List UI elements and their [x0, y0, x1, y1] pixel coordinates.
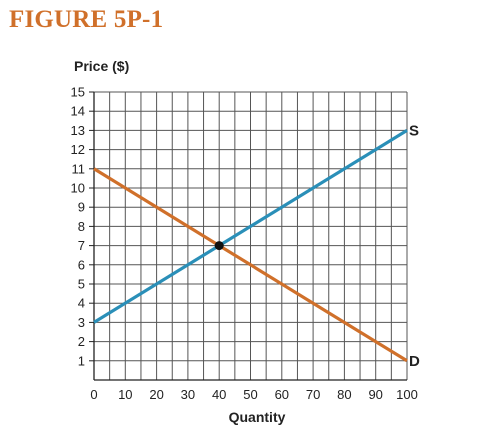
x-tick-label: 90: [368, 387, 382, 402]
series-label-d: D: [409, 353, 420, 370]
equilibrium-point: [214, 241, 224, 251]
series-line-d: [93, 167, 408, 363]
y-tick-label: 4: [78, 296, 85, 311]
x-tick-label: 60: [275, 387, 289, 402]
y-tick-label: 7: [78, 238, 85, 253]
y-tick-label: 12: [71, 142, 85, 157]
series-labels: SD: [409, 122, 420, 369]
y-tick-label: 13: [71, 123, 85, 138]
y-tick-label: 6: [78, 257, 85, 272]
y-tick-label: 1: [78, 353, 85, 368]
x-tick-label: 70: [306, 387, 320, 402]
grid: [94, 91, 408, 380]
x-tick-label: 80: [337, 387, 351, 402]
x-tick-label: 50: [243, 387, 257, 402]
annotation-points: [214, 241, 224, 251]
x-axis-title: Quantity: [229, 409, 286, 425]
y-tick-label: 3: [78, 315, 85, 330]
series-line-s: [93, 129, 408, 324]
series-lines: [93, 129, 408, 363]
x-tick-label: 20: [149, 387, 163, 402]
figure-title: FIGURE 5P-1: [9, 6, 164, 33]
x-tick-label: 100: [396, 387, 418, 402]
y-tick-label: 11: [72, 161, 86, 176]
y-tick-label: 10: [71, 181, 85, 196]
y-axis-title: Price ($): [74, 58, 129, 74]
y-tick-label: 5: [78, 277, 85, 292]
y-tick-label: 2: [78, 334, 85, 349]
x-tick-label: 10: [118, 387, 132, 402]
y-tick-label: 15: [71, 85, 85, 100]
y-tick-label: 14: [71, 104, 85, 119]
series-label-s: S: [409, 122, 419, 139]
x-tick-label: 40: [212, 387, 226, 402]
x-tick-label: 0: [90, 387, 97, 402]
y-tick-label: 8: [78, 219, 85, 234]
axes: [89, 91, 407, 381]
y-tick-label: 9: [78, 200, 85, 215]
x-tick-label: 30: [181, 387, 195, 402]
